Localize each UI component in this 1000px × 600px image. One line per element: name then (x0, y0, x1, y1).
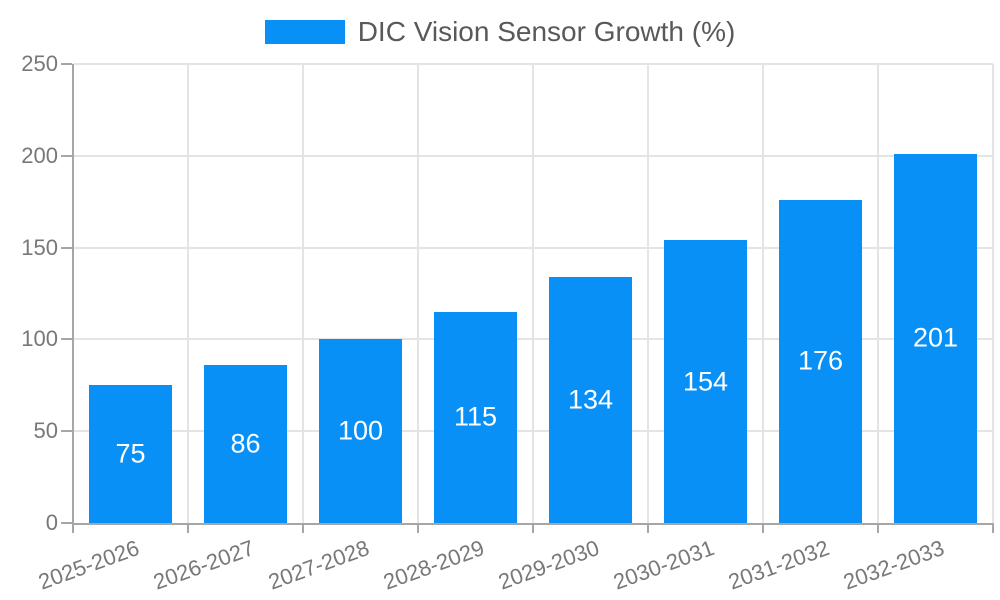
bar-2025-2026[interactable]: 75 (89, 385, 172, 523)
y-tick-mark-0 (61, 522, 72, 524)
y-tick-mark-200 (61, 154, 72, 157)
x-axis-tick-label: 2029-2030 (495, 535, 603, 595)
gridline-v-8 (992, 64, 994, 523)
gridline-v-3 (417, 64, 419, 523)
gridline-v-6 (762, 64, 764, 523)
bar-2028-2029[interactable]: 115 (434, 311, 517, 523)
legend-label: DIC Vision Sensor Growth (%) (357, 16, 736, 47)
y-tick-mark-150 (61, 246, 72, 249)
bar-value-label: 201 (912, 322, 959, 353)
y-axis-tick-label: 0 (45, 510, 58, 535)
x-axis-tick-label: 2026-2027 (150, 535, 258, 595)
x-tick-mark-0 (72, 523, 74, 533)
y-axis-tick-label: 50 (33, 418, 58, 444)
x-axis-tick-label: 2028-2029 (380, 535, 488, 595)
bar-value-label: 75 (115, 438, 146, 469)
y-tick-mark-100 (61, 338, 72, 341)
y-axis-tick-label: 200 (21, 142, 58, 168)
y-axis-tick-label: 100 (21, 326, 58, 352)
bar-2026-2027[interactable]: 86 (204, 365, 287, 523)
y-tick-mark-50 (61, 430, 72, 433)
x-tick-mark-4 (532, 523, 534, 533)
y-tick-mark-250 (61, 63, 72, 65)
bar-2029-2030[interactable]: 134 (549, 276, 632, 523)
x-tick-mark-8 (992, 523, 994, 533)
bar-value-label: 86 (230, 428, 261, 459)
gridline-v-5 (647, 64, 649, 523)
x-tick-mark-1 (187, 523, 189, 533)
x-tick-mark-6 (762, 523, 764, 533)
bar-value-label: 100 (337, 415, 384, 446)
gridline-v-2 (302, 64, 304, 523)
bar-value-label: 115 (453, 401, 498, 432)
bar-value-label: 154 (682, 366, 729, 397)
bar-2031-2032[interactable]: 176 (779, 199, 862, 523)
y-axis-line (72, 64, 74, 525)
bar-2027-2028[interactable]: 100 (319, 339, 402, 523)
legend-swatch-icon (264, 20, 345, 44)
chart-legend[interactable]: DIC Vision Sensor Growth (%) (0, 17, 1000, 47)
x-axis-tick-label: 2031-2032 (725, 535, 833, 595)
bar-2032-2033[interactable]: 201 (894, 153, 977, 523)
bar-value-label: 176 (797, 345, 844, 376)
x-tick-mark-2 (302, 523, 304, 533)
x-axis-tick-label: 2027-2028 (265, 535, 373, 595)
gridline-v-1 (187, 64, 189, 523)
x-tick-mark-5 (647, 523, 649, 533)
y-axis-tick-label: 150 (21, 234, 58, 260)
x-axis-tick-label: 2025-2026 (35, 535, 143, 595)
bar-value-label: 134 (567, 384, 614, 415)
gridline-v-7 (877, 64, 879, 523)
x-tick-mark-7 (877, 523, 879, 533)
x-tick-mark-3 (417, 523, 419, 533)
bar-2030-2031[interactable]: 154 (664, 240, 747, 523)
y-axis-tick-label: 250 (21, 51, 58, 76)
x-axis-tick-label: 2030-2031 (610, 535, 718, 595)
x-axis-tick-label: 2032-2033 (840, 535, 948, 595)
gridline-v-4 (532, 64, 534, 523)
